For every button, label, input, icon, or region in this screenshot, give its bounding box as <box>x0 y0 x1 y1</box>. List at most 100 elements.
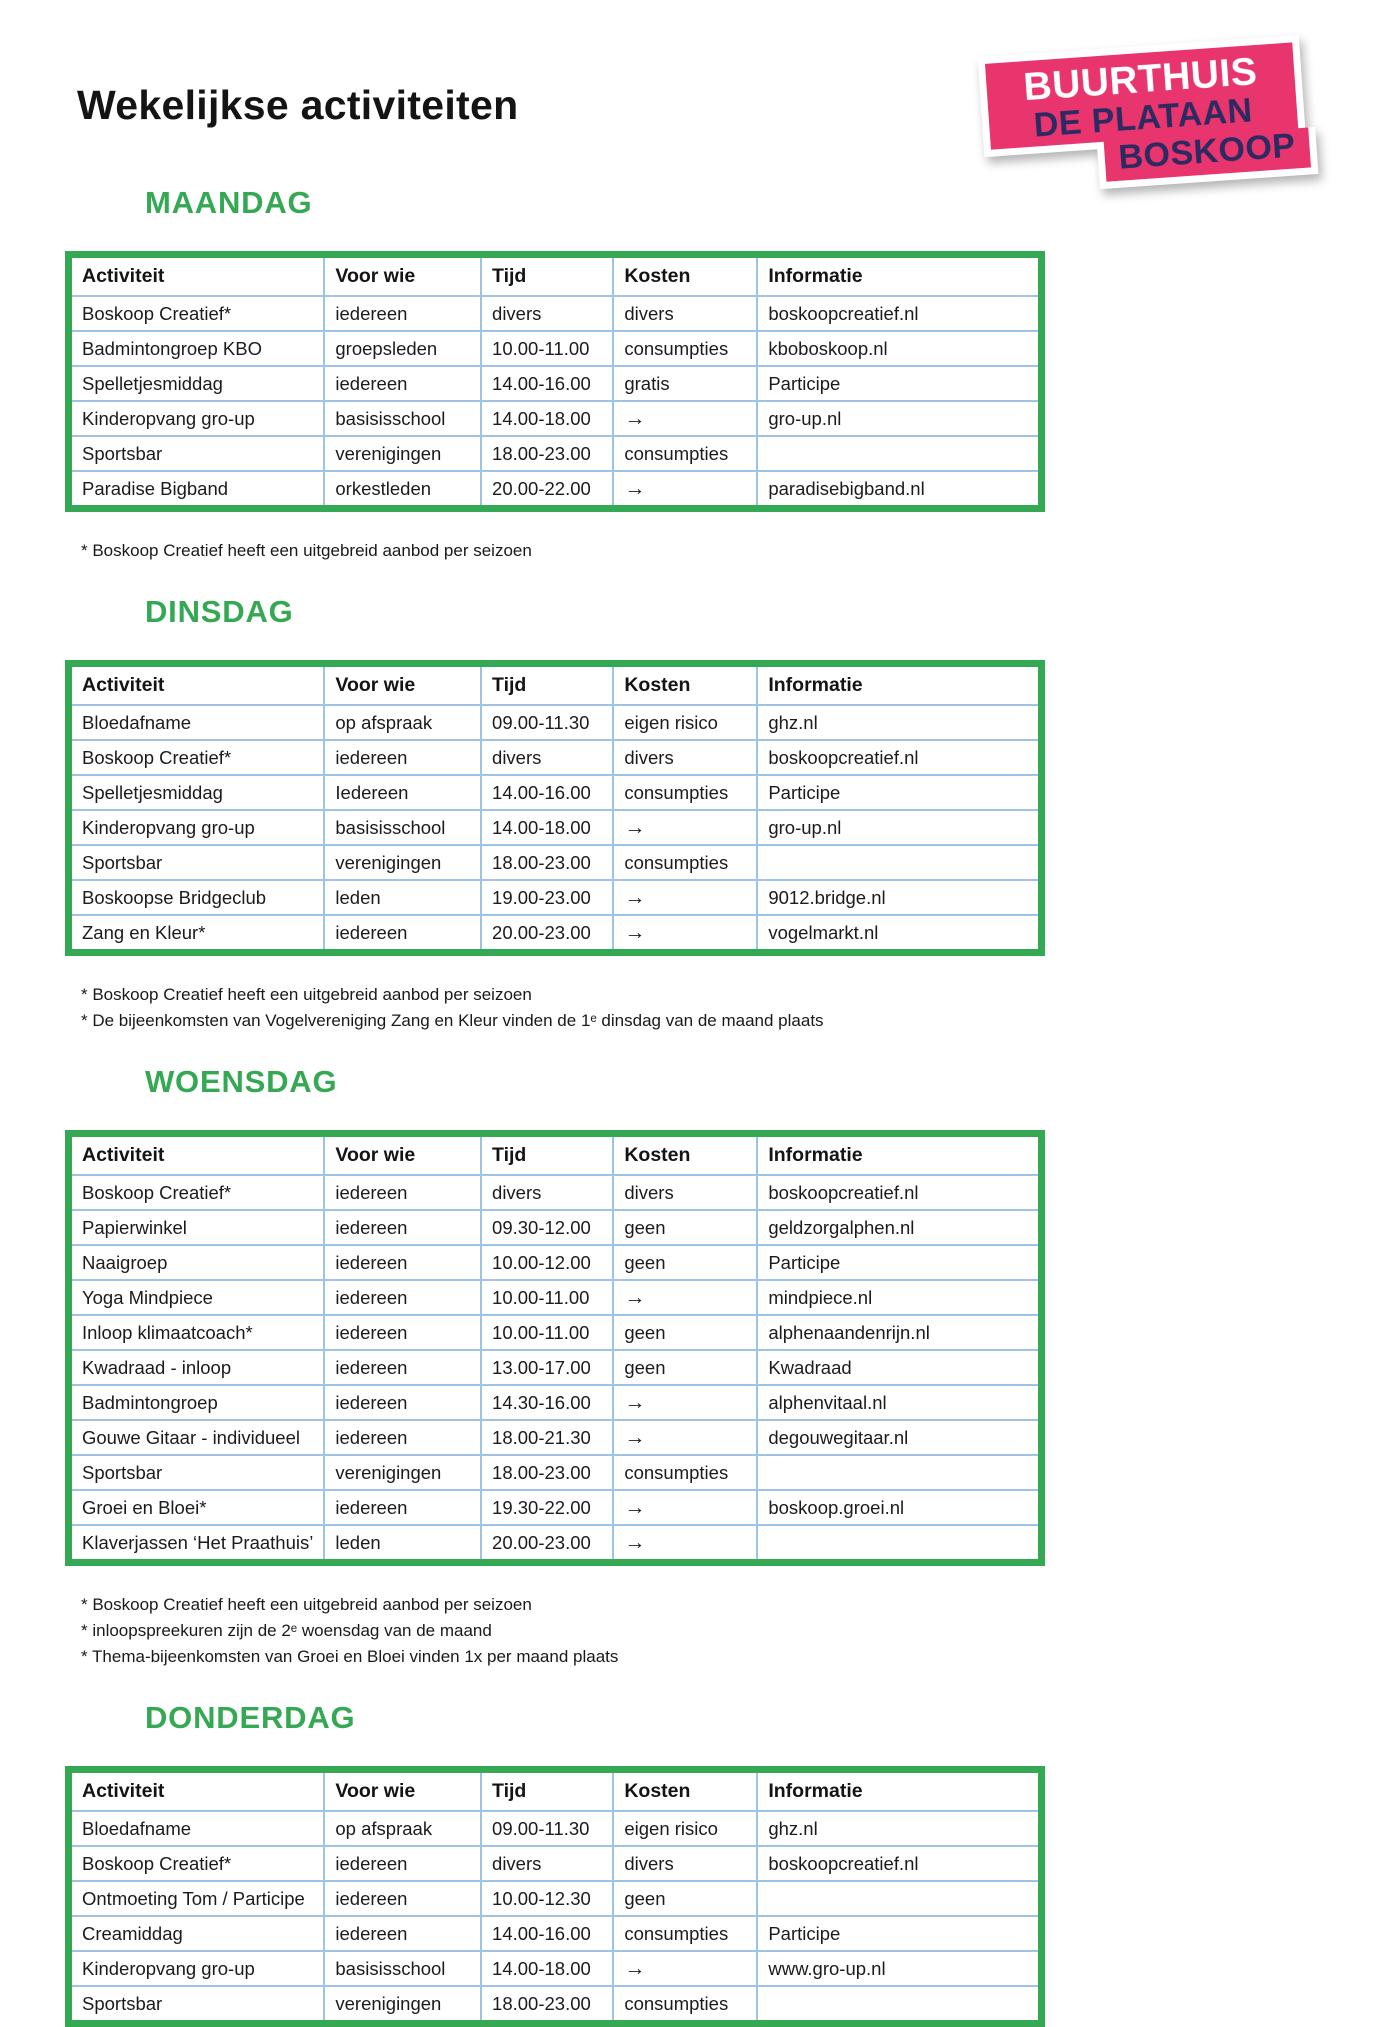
cell-informatie <box>756 1880 1043 1917</box>
column-header-activiteit: Activiteit <box>67 662 326 706</box>
cell-tijd: 20.00-23.00 <box>480 1524 615 1564</box>
column-header-informatie: Informatie <box>756 662 1043 706</box>
activities-table: Activiteit Voor wie Tijd Kosten Informatie Bo… <box>65 251 1045 512</box>
table-row: Bloedafname op afspraak 09.00-11.30 eigen r… <box>67 704 1043 741</box>
cell-informatie: Participe <box>756 365 1043 402</box>
cell-informatie: Participe <box>756 1915 1043 1952</box>
arrow-right-icon: → <box>624 1530 646 1554</box>
arrow-right-icon: → <box>624 406 646 430</box>
cell-tijd: 10.00-12.00 <box>480 1244 615 1281</box>
cell-activiteit: Badmintongroep <box>67 1384 326 1421</box>
cell-informatie: kboboskoop.nl <box>756 330 1043 367</box>
cell-activiteit: Spelletjesmiddag <box>67 774 326 811</box>
table-row: Inloop klimaatcoach* iedereen 10.00-11.00 g… <box>67 1314 1043 1351</box>
cell-kosten: consumpties <box>612 330 759 367</box>
cell-kosten: → <box>612 809 759 846</box>
cell-activiteit: Yoga Mindpiece <box>67 1279 326 1316</box>
cell-kosten: divers <box>612 1174 759 1211</box>
cell-activiteit: Papierwinkel <box>67 1209 326 1246</box>
table-row: Boskoopse Bridgeclub leden 19.00-23.00 → 901… <box>67 879 1043 916</box>
cell-tijd: 10.00-11.00 <box>480 1314 615 1351</box>
table-row: Kwadraad - inloop iedereen 13.00-17.00 geen… <box>67 1349 1043 1386</box>
table-row: Badmintongroep KBO groepsleden 10.00-11.00… <box>67 330 1043 367</box>
day-heading: WOENSDAG <box>145 1064 338 1099</box>
cell-voor-wie: leden <box>323 879 483 916</box>
cell-kosten: eigen risico <box>612 704 759 741</box>
arrow-right-icon: → <box>624 476 646 500</box>
footnote: * Thema-bijeenkomsten van Groei en Bloei… <box>81 1647 619 1666</box>
table-row: Gouwe Gitaar - individueel iedereen 18.00-… <box>67 1419 1043 1456</box>
header-row: Activiteit Voor wie Tijd Kosten Informatie <box>67 253 1043 297</box>
day-heading: DINSDAG <box>145 594 294 629</box>
cell-tijd: 14.00-18.00 <box>480 1950 615 1987</box>
cell-informatie: Participe <box>756 1244 1043 1281</box>
cell-informatie: boskoopcreatief.nl <box>756 739 1043 776</box>
cell-tijd: 20.00-23.00 <box>480 914 615 954</box>
cell-kosten: consumpties <box>612 435 759 472</box>
cell-tijd: 09.00-11.30 <box>480 1810 615 1847</box>
footnotes: * Boskoop Creatief heeft een uitgebreid … <box>81 1592 1400 1670</box>
footnote: * inloopspreekuren zijn de 2ᵉ woensdag v… <box>81 1621 492 1640</box>
activities-table: Activiteit Voor wie Tijd Kosten Informatie Bl… <box>65 660 1045 956</box>
arrow-right-icon: → <box>624 815 646 839</box>
cell-informatie: vogelmarkt.nl <box>756 914 1043 954</box>
cell-informatie: degouwegitaar.nl <box>756 1419 1043 1456</box>
cell-kosten: → <box>612 1419 759 1456</box>
cell-informatie: gro-up.nl <box>756 400 1043 437</box>
cell-activiteit: Sportsbar <box>67 1985 326 2025</box>
cell-informatie: boskoopcreatief.nl <box>756 1845 1043 1882</box>
cell-tijd: 09.30-12.00 <box>480 1209 615 1246</box>
cell-kosten: geen <box>612 1880 759 1917</box>
cell-voor-wie: verenigingen <box>323 1454 483 1491</box>
cell-tijd: 14.00-16.00 <box>480 365 615 402</box>
cell-tijd: divers <box>480 739 615 776</box>
table-row: Badmintongroep iedereen 14.30-16.00 → alphen… <box>67 1384 1043 1421</box>
document-page: Wekelijkse activiteiten BUURTHUIS DE PLA… <box>65 34 1400 2027</box>
column-header-voor-wie: Voor wie <box>323 1768 483 1812</box>
footnote: * Boskoop Creatief heeft een uitgebreid … <box>81 541 532 560</box>
cell-informatie <box>756 844 1043 881</box>
cell-tijd: divers <box>480 295 615 332</box>
cell-tijd: 10.00-11.00 <box>480 330 615 367</box>
cell-voor-wie: iedereen <box>323 1209 483 1246</box>
cell-voor-wie: verenigingen <box>323 844 483 881</box>
cell-activiteit: Zang en Kleur* <box>67 914 326 954</box>
cell-kosten: geen <box>612 1244 759 1281</box>
cell-tijd: 09.00-11.30 <box>480 704 615 741</box>
cell-activiteit: Naaigroep <box>67 1244 326 1281</box>
table-row: Paradise Bigband orkestleden 20.00-22.00 → p… <box>67 470 1043 510</box>
arrow-right-icon: → <box>624 1390 646 1414</box>
cell-voor-wie: iedereen <box>323 1880 483 1917</box>
cell-kosten: geen <box>612 1349 759 1386</box>
cell-informatie: alphenaandenrijn.nl <box>756 1314 1043 1351</box>
cell-kosten: → <box>612 879 759 916</box>
buurthuis-logo: BUURTHUIS DE PLATAAN BOSKOOP <box>977 34 1319 198</box>
cell-kosten: geen <box>612 1314 759 1351</box>
cell-informatie: boskoopcreatief.nl <box>756 295 1043 332</box>
arrow-right-icon: → <box>624 1956 646 1980</box>
cell-activiteit: Boskoopse Bridgeclub <box>67 879 326 916</box>
cell-activiteit: Klaverjassen ‘Het Praathuis’ <box>67 1524 326 1564</box>
cell-voor-wie: Iedereen <box>323 774 483 811</box>
cell-voor-wie: verenigingen <box>323 435 483 472</box>
cell-tijd: divers <box>480 1174 615 1211</box>
column-header-informatie: Informatie <box>756 253 1043 297</box>
cell-kosten: → <box>612 1950 759 1987</box>
cell-voor-wie: verenigingen <box>323 1985 483 2025</box>
cell-informatie: paradisebigband.nl <box>756 470 1043 510</box>
cell-voor-wie: orkestleden <box>323 470 483 510</box>
cell-voor-wie: iedereen <box>323 1349 483 1386</box>
cell-kosten: → <box>612 1524 759 1564</box>
cell-activiteit: Boskoop Creatief* <box>67 739 326 776</box>
cell-tijd: 18.00-23.00 <box>480 844 615 881</box>
cell-kosten: → <box>612 1279 759 1316</box>
cell-tijd: 14.00-18.00 <box>480 400 615 437</box>
cell-tijd: 20.00-22.00 <box>480 470 615 510</box>
day-section-dinsdag: DINSDAG Activiteit Voor wie Tijd Kosten Infor… <box>65 594 1400 1034</box>
cell-voor-wie: iedereen <box>323 1915 483 1952</box>
table-row: Groei en Bloei* iedereen 19.30-22.00 → bosko… <box>67 1489 1043 1526</box>
table-row: Sportsbar verenigingen 18.00-23.00 consumpt… <box>67 1985 1043 2025</box>
table-row: Ontmoeting Tom / Participe iedereen 10.00-… <box>67 1880 1043 1917</box>
table-row: Klaverjassen ‘Het Praathuis’ leden 20.00-2… <box>67 1524 1043 1564</box>
cell-informatie: ghz.nl <box>756 1810 1043 1847</box>
